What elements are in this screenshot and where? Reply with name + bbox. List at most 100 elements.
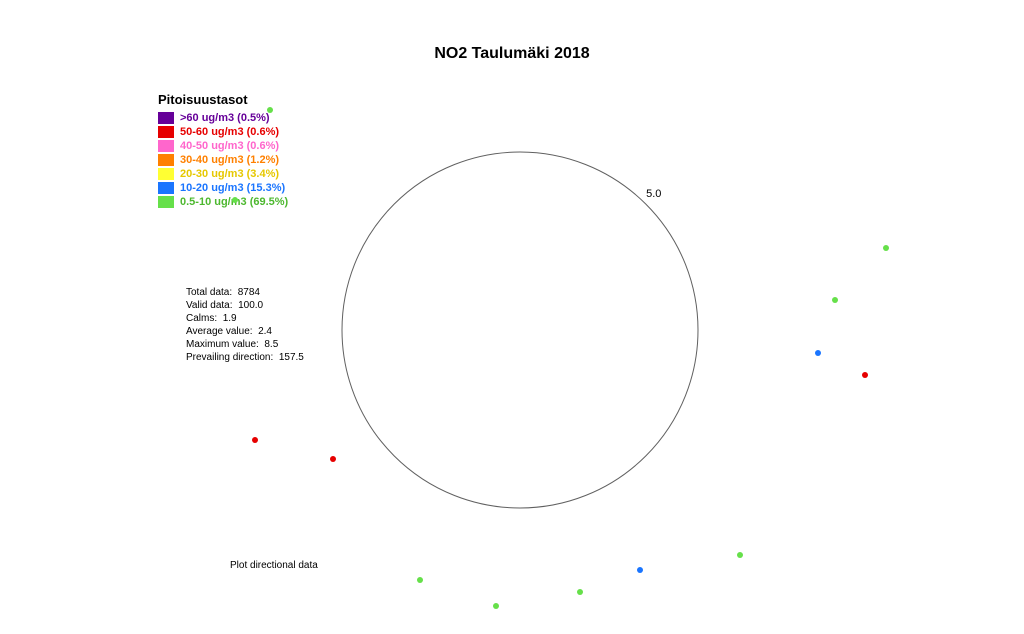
data-point (420, 287, 426, 293)
data-point (556, 383, 562, 389)
data-point (558, 399, 564, 405)
data-point (667, 399, 673, 405)
data-point (883, 245, 889, 251)
data-point (368, 386, 374, 392)
data-point (473, 153, 479, 159)
data-point (580, 373, 586, 379)
data-point (492, 297, 498, 303)
data-point (476, 271, 482, 277)
data-point (468, 368, 474, 374)
data-point (457, 392, 463, 398)
data-point (406, 409, 412, 415)
data-point (565, 397, 571, 403)
data-point (641, 310, 647, 316)
data-point (280, 388, 286, 394)
data-point (516, 261, 522, 267)
data-point (577, 426, 583, 432)
legend-swatch (158, 196, 174, 208)
data-point (466, 341, 472, 347)
data-point (552, 184, 558, 190)
stat-label: Prevailing direction: (186, 352, 273, 363)
data-point (425, 334, 431, 340)
data-point (540, 527, 546, 533)
data-point (438, 416, 444, 422)
ring-label: 5.0 (646, 188, 661, 200)
data-point (476, 338, 482, 344)
data-point (449, 322, 455, 328)
data-point (374, 145, 380, 151)
data-point (415, 252, 421, 258)
data-point (576, 317, 582, 323)
data-point (602, 551, 608, 557)
data-point (429, 410, 435, 416)
data-point (545, 333, 551, 339)
data-point (566, 321, 572, 327)
data-point (586, 327, 592, 333)
data-point (368, 217, 374, 223)
legend-label: 50-60 ug/m3 (0.6%) (180, 125, 279, 139)
data-point (586, 464, 592, 470)
data-point (501, 427, 507, 433)
data-point (556, 446, 562, 452)
stat-label: Average value: (186, 326, 253, 337)
data-point (407, 256, 413, 262)
data-point (360, 157, 366, 163)
data-point (481, 401, 487, 407)
data-point (433, 299, 439, 305)
data-point (525, 420, 531, 426)
data-point (531, 244, 537, 250)
data-point (320, 326, 326, 332)
data-point (499, 360, 505, 366)
data-point (553, 424, 559, 430)
data-point (546, 296, 552, 302)
data-point (581, 295, 587, 301)
data-point (539, 107, 545, 113)
data-point (425, 225, 431, 231)
data-point (493, 223, 499, 229)
data-point (598, 301, 604, 307)
data-point (628, 375, 634, 381)
data-point (474, 428, 480, 434)
data-point (608, 442, 614, 448)
data-point (542, 405, 548, 411)
data-point (353, 254, 359, 260)
data-point (412, 551, 418, 557)
data-point (422, 351, 428, 357)
data-point (554, 247, 560, 253)
data-point (357, 314, 363, 320)
data-point (580, 336, 586, 342)
data-point (465, 493, 471, 499)
data-point (479, 155, 485, 161)
data-point (300, 433, 306, 439)
data-point (725, 461, 731, 467)
data-point (448, 368, 454, 374)
data-point (448, 164, 454, 170)
data-point (675, 399, 681, 405)
data-point (458, 404, 464, 410)
data-point (503, 404, 509, 410)
data-point (497, 466, 503, 472)
data-point (531, 420, 537, 426)
data-point (531, 292, 537, 298)
data-point (363, 300, 369, 306)
data-point (537, 314, 543, 320)
data-point (589, 408, 595, 414)
data-point (574, 343, 580, 349)
data-point (618, 531, 624, 537)
data-point (478, 307, 484, 313)
data-point (515, 221, 521, 227)
data-point (477, 552, 483, 558)
data-point (451, 256, 457, 262)
data-point (510, 356, 516, 362)
data-point (460, 227, 466, 233)
data-point (376, 240, 382, 246)
data-point (630, 341, 636, 347)
data-point (683, 209, 689, 215)
data-point (608, 372, 614, 378)
data-point (468, 362, 474, 368)
data-point (515, 383, 521, 389)
data-point (431, 175, 437, 181)
data-point (439, 245, 445, 251)
legend-label: 20-30 ug/m3 (3.4%) (180, 167, 279, 181)
data-point (288, 333, 294, 339)
